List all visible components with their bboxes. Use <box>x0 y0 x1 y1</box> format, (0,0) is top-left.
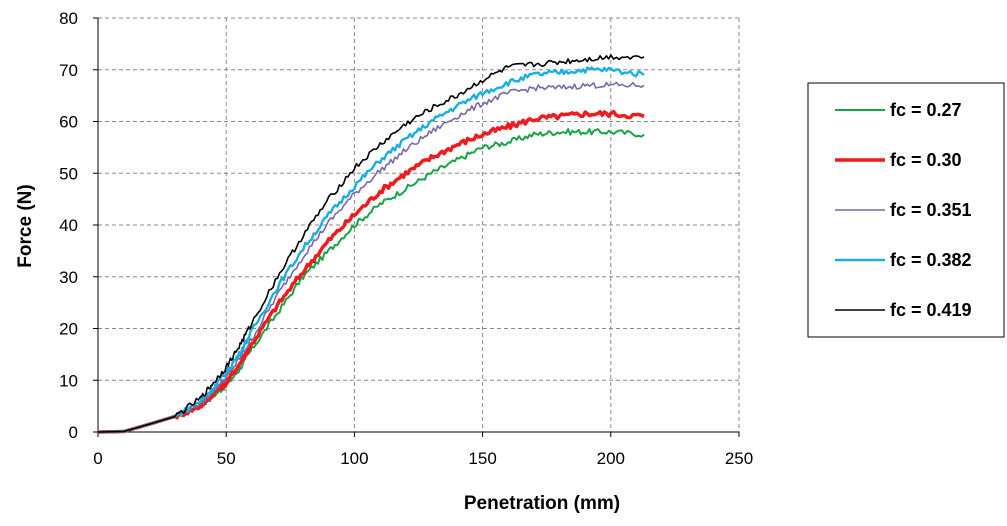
y-tick-label: 20 <box>59 320 78 339</box>
series-line-2 <box>98 109 645 434</box>
x-tick-label: 100 <box>340 449 368 468</box>
series-line-1 <box>98 128 645 433</box>
x-axis-title: Penetration (mm) <box>464 493 620 514</box>
y-tick-label: 0 <box>69 423 78 442</box>
series-line-3 <box>98 81 645 433</box>
x-tick-label: 50 <box>217 449 236 468</box>
legend-label-3: fc = 0.351 <box>890 200 972 220</box>
legend: fc = 0.27 fc = 0.30 fc = 0.351 fc = 0.382 fc… <box>807 82 1005 338</box>
axes <box>93 17 740 437</box>
grid <box>98 17 740 432</box>
legend-label-1: fc = 0.27 <box>890 100 962 120</box>
x-tick-label: 200 <box>597 449 625 468</box>
y-tick-label: 10 <box>59 371 78 390</box>
y-tick-label: 50 <box>59 164 78 183</box>
y-tick-label: 40 <box>59 216 78 235</box>
y-tick-label: 70 <box>59 61 78 80</box>
y-tick-label: 80 <box>59 9 78 28</box>
x-tick-label: 0 <box>93 449 102 468</box>
legend-label-2: fc = 0.30 <box>890 150 962 170</box>
tick-labels: 0 10 20 30 40 50 60 70 80 0 50 100 150 200 250 <box>59 9 753 468</box>
y-axis-title: Force (N) <box>15 184 36 267</box>
y-tick-label: 30 <box>59 268 78 287</box>
series-line-4 <box>98 66 645 434</box>
x-tick-label: 150 <box>468 449 496 468</box>
legend-label-5: fc = 0.419 <box>890 300 972 320</box>
x-tick-label: 250 <box>725 449 753 468</box>
y-tick-label: 60 <box>59 113 78 132</box>
series-lines <box>98 54 645 434</box>
series-line-5 <box>98 54 645 433</box>
legend-label-4: fc = 0.382 <box>890 250 972 270</box>
